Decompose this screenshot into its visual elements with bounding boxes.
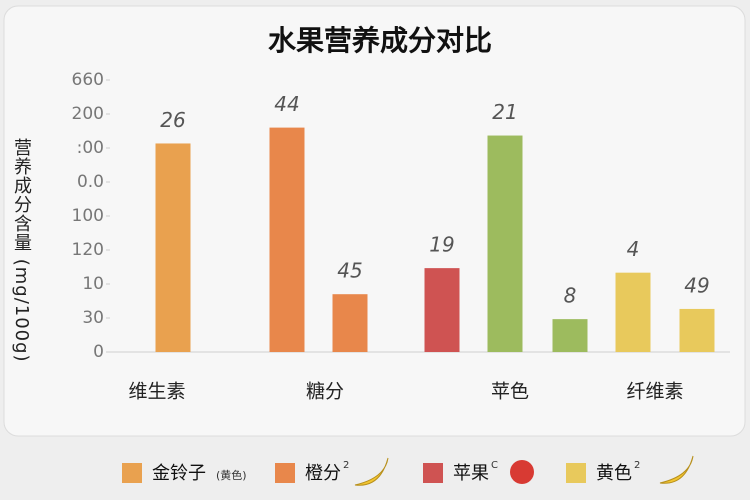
bar (424, 268, 460, 352)
legend-label: 苹果 (453, 463, 489, 484)
x-tick-label: 纤维素 (626, 381, 683, 403)
bar-note: 45 (337, 259, 362, 283)
x-tick-label: 糖分 (306, 381, 344, 403)
legend-swatch (566, 463, 586, 483)
bar (679, 308, 715, 352)
bar-note: 49 (684, 273, 709, 297)
y-tick-label: 0 (93, 342, 104, 362)
bar-note: 26 (160, 108, 185, 132)
banana-icon (354, 457, 389, 486)
legend-label: 黄色 (596, 463, 632, 484)
bar (332, 294, 368, 352)
y-tick-label: 660 (72, 70, 104, 90)
y-tick-label: :00 (77, 138, 104, 158)
y-tick-label: 10 (82, 274, 104, 294)
bar-note: 44 (274, 92, 299, 116)
legend-swatch (275, 463, 295, 483)
y-tick-label: 0.0 (77, 172, 104, 192)
legend-note: (黄色) (216, 468, 247, 482)
legend-label: 金铃子 (152, 463, 206, 484)
apple-icon (510, 460, 534, 484)
x-tick-label: 维生素 (128, 381, 185, 403)
legend-swatch (423, 463, 443, 483)
bar (269, 127, 305, 352)
y-tick-label: 200 (72, 104, 104, 124)
y-axis-label: 营养成分含量 (mg/100g) (11, 138, 32, 363)
legend-label: 橙分 (305, 463, 341, 484)
bar-note: 8 (564, 284, 577, 308)
y-tick-label: 100 (72, 206, 104, 226)
bar (155, 143, 191, 352)
chart-title: 水果营养成分对比 (268, 24, 492, 57)
bar-note: 19 (429, 233, 454, 257)
legend-note: 2 (343, 460, 349, 471)
y-tick-label: 120 (72, 240, 104, 260)
y-tick-label: 30 (82, 308, 104, 328)
banana-icon (659, 455, 694, 484)
bar (552, 319, 588, 352)
legend-note: C (491, 460, 498, 471)
legend-swatch (122, 463, 142, 483)
bar-note: 4 (627, 237, 640, 261)
bar (615, 272, 651, 352)
x-tick-label: 苹色 (491, 381, 529, 403)
legend-note: 2 (634, 460, 640, 471)
bar (487, 135, 523, 352)
bar-note: 21 (492, 100, 517, 124)
card (3, 5, 746, 437)
